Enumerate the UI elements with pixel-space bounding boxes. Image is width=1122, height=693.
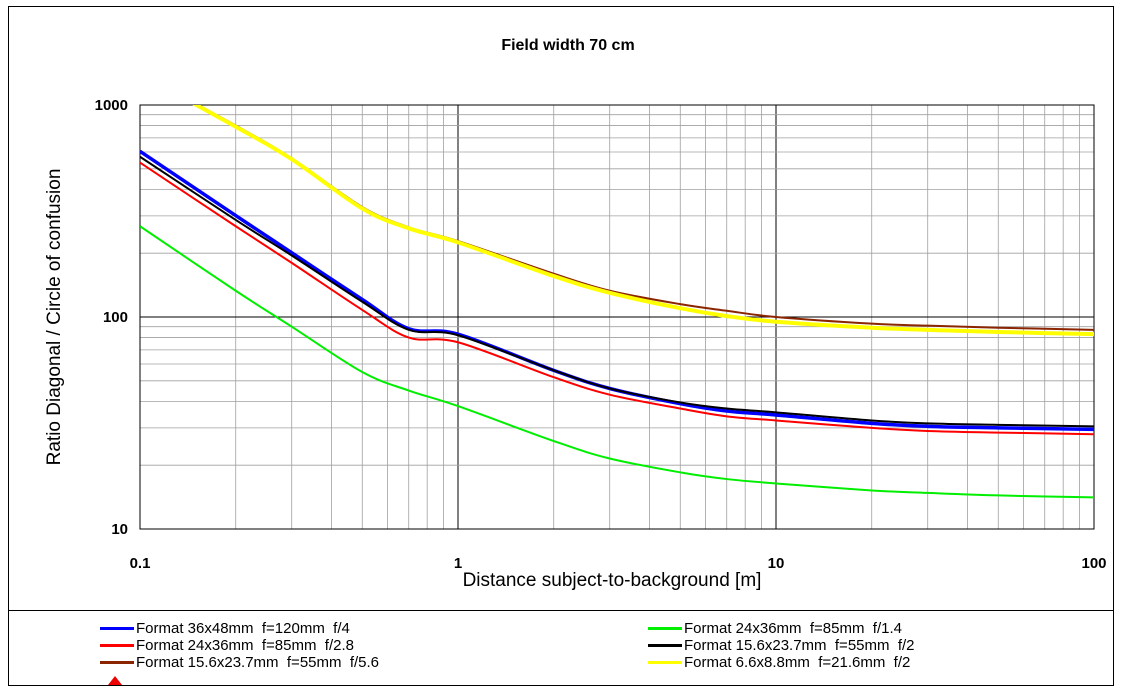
x-tick-labels: 0.1 1 10 100	[130, 555, 1107, 572]
series-line-2	[140, 161, 1094, 436]
x-tick-label: 0.1	[130, 555, 151, 572]
series-line-0	[140, 149, 1094, 432]
legend-label: Format 36x48mm f=120mm f/4	[136, 620, 350, 637]
x-tick-label: 1	[454, 555, 462, 572]
chart-frame	[8, 6, 1114, 686]
x-tick-label: 10	[768, 555, 785, 572]
legend-swatch	[648, 644, 682, 647]
legend: Format 36x48mm f=120mm f/4 Format 24x36mm…	[8, 610, 1114, 686]
legend-swatch	[100, 627, 134, 630]
series-line-3	[140, 155, 1094, 428]
legend-label: Format 15.6x23.7mm f=55mm f/2	[684, 637, 915, 654]
chart: Field width 70 cm 0.1 1 10 100 10 100 1000 Di…	[44, 37, 1107, 591]
y-tick-labels: 10 100 1000	[95, 97, 128, 538]
plot-area-border	[139, 104, 1095, 530]
series-line-4	[195, 105, 1094, 331]
x-axis-label: Distance subject-to-background [m]	[463, 570, 762, 591]
grid	[139, 105, 1094, 530]
legend-label: Format 6.6x8.8mm f=21.6mm f/2	[684, 654, 911, 671]
legend-label: Format 24x36mm f=85mm f/2.8	[136, 637, 354, 654]
legend-swatch	[648, 627, 682, 630]
series-layer	[140, 105, 1094, 499]
legend-label: Format 15.6x23.7mm f=55mm f/5.6	[136, 654, 380, 671]
y-tick-label: 1000	[95, 97, 128, 114]
series-line-1	[140, 225, 1094, 499]
legend-swatch	[648, 661, 682, 664]
series-line-5	[192, 105, 1094, 337]
legend-swatch	[100, 661, 134, 664]
y-axis-label: Ratio Diagonal / Circle of confusion	[44, 169, 65, 466]
legend-label: Format 24x36mm f=85mm f/1.4	[684, 620, 902, 637]
y-tick-label: 100	[103, 309, 128, 326]
y-tick-label: 10	[111, 521, 128, 538]
chart-title: Field width 70 cm	[501, 37, 634, 54]
x-tick-label: 100	[1081, 555, 1106, 572]
marker-triangle-icon	[108, 676, 122, 685]
legend-swatch	[100, 644, 134, 647]
